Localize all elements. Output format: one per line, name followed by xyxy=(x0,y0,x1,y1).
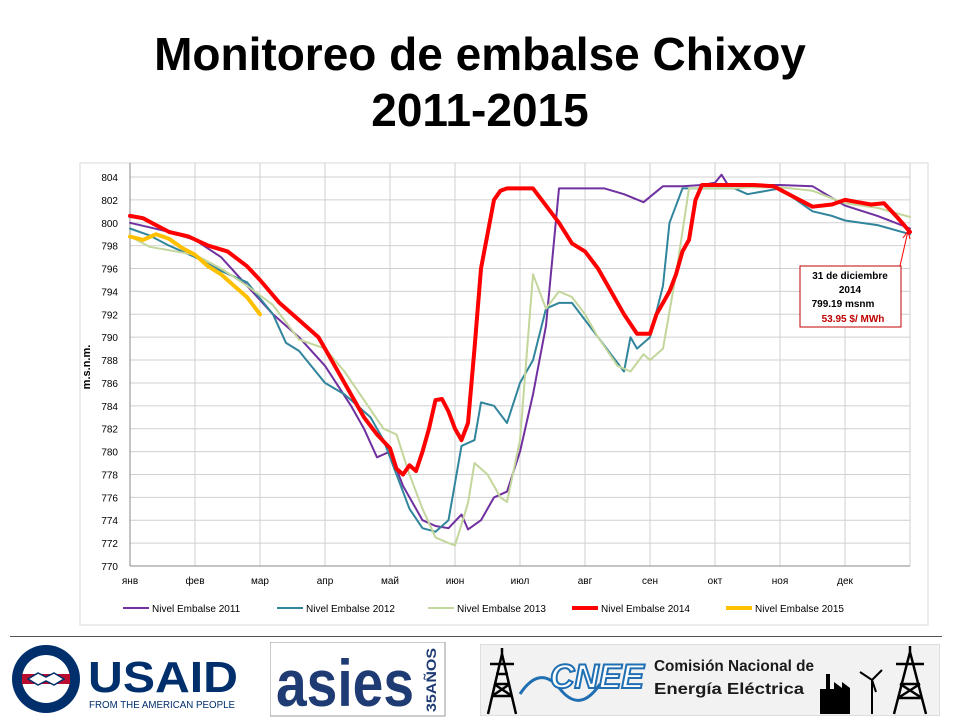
y-axis: 770 772 774 776 778 780 782 784 786 788 790 792 794 7… xyxy=(101,163,131,573)
y-tick-label: 774 xyxy=(101,516,118,527)
legend-label: Nivel Embalse 2012 xyxy=(306,604,395,615)
y-tick-label: 792 xyxy=(101,310,118,321)
annotation-price: 53.95 $/ MWh xyxy=(822,314,885,325)
x-tick-label: июн xyxy=(446,576,465,587)
y-tick-label: 776 xyxy=(101,493,118,504)
annotation-level: 799.19 msnm xyxy=(812,299,875,310)
x-tick-label: дек xyxy=(837,576,853,587)
y-tick-label: 786 xyxy=(101,379,118,390)
legend-label: Nivel Embalse 2014 xyxy=(601,604,690,615)
usaid-handshake-icon xyxy=(26,672,66,686)
annotation-box xyxy=(799,265,902,328)
cnee-name-line1: Comisión Nacional de xyxy=(654,658,814,675)
x-tick-label: фев xyxy=(185,575,204,587)
annotation-arrowhead xyxy=(902,229,911,240)
cnee-name-line2: Energía Eléctrica xyxy=(654,681,804,698)
x-tick-label: ноя xyxy=(772,576,789,587)
asies-logo: asies 35AÑOS xyxy=(270,642,446,717)
x-tick-label: сен xyxy=(642,576,658,587)
series-line-1 xyxy=(129,173,911,531)
x-tick-label: окт xyxy=(708,576,723,587)
x-tick-label: май xyxy=(381,576,399,587)
x-tick-label: мар xyxy=(251,576,269,587)
usaid-logo: USAID FROM THE AMERICAN PEOPLE xyxy=(12,645,238,713)
y-tick-label: 788 xyxy=(101,356,118,367)
y-tick-label: 784 xyxy=(101,402,118,413)
series-line-5 xyxy=(128,232,262,317)
y-axis-label: m.s.n.m. xyxy=(81,345,93,390)
annotation-date-line2: 2014 xyxy=(839,285,862,296)
legend-label: Nivel Embalse 2015 xyxy=(755,604,844,615)
transmission-tower-left-icon xyxy=(486,648,518,715)
y-tick-label: 778 xyxy=(101,470,118,481)
x-axis: янв фев мар апр май июн июл авг сен окт ноя дек xyxy=(122,565,910,587)
chart-series xyxy=(128,173,912,547)
slide-title: Monitoreo de embalse Chixoy 2011-2015 xyxy=(0,26,960,138)
y-tick-label: 780 xyxy=(101,448,118,459)
usaid-tagline: FROM THE AMERICAN PEOPLE xyxy=(89,699,235,711)
annotation-arrow xyxy=(899,230,909,267)
footer-divider xyxy=(10,636,942,637)
asies-wordmark: asies xyxy=(276,646,414,717)
y-tick-label: 798 xyxy=(101,242,118,253)
chart-background xyxy=(79,162,929,626)
y-tick-label: 782 xyxy=(101,425,118,436)
title-line-2: 2011-2015 xyxy=(371,84,589,136)
reservoir-level-chart: 770 772 774 776 778 780 782 784 786 788 790 792 794 7… xyxy=(79,162,929,626)
cnee-wave-icon xyxy=(518,676,602,702)
title-line-1: Monitoreo de embalse Chixoy xyxy=(154,28,806,80)
x-tick-label: апр xyxy=(317,576,334,587)
cnee-acronym: CNEE xyxy=(550,658,645,696)
cnee-logo: CNEE Comisión Nacional de Energía Eléctr… xyxy=(480,644,940,716)
factory-icon xyxy=(820,674,850,714)
chart-legend: Nivel Embalse 2011 Nivel Embalse 2012 Nive… xyxy=(123,604,844,615)
wind-turbine-icon xyxy=(859,669,883,714)
cnee-banner xyxy=(480,644,940,716)
legend-label: Nivel Embalse 2013 xyxy=(457,604,546,615)
y-tick-label: 770 xyxy=(101,562,118,573)
asies-anniversary: 35AÑOS xyxy=(422,648,439,712)
y-tick-label: 796 xyxy=(101,265,118,276)
x-tick-label: янв xyxy=(122,576,138,587)
y-tick-label: 794 xyxy=(101,287,118,298)
chart-annotation: 31 de diciembre 2014 799.19 msnm 53.95 $… xyxy=(799,229,911,328)
y-tick-label: 802 xyxy=(101,196,118,207)
transmission-tower-right-icon xyxy=(892,646,928,715)
series-line-3 xyxy=(129,186,911,547)
y-tick-label: 800 xyxy=(101,219,118,230)
legend-label: Nivel Embalse 2011 xyxy=(152,604,241,615)
y-tick-label: 790 xyxy=(101,333,118,344)
x-tick-label: авг xyxy=(578,576,593,587)
x-tick-label: июл xyxy=(511,576,530,587)
y-tick-label: 772 xyxy=(101,539,118,550)
asies-logo-frame xyxy=(270,642,446,717)
series-line-4 xyxy=(128,183,912,477)
y-tick-label: 804 xyxy=(101,173,118,184)
usaid-wordmark: USAID xyxy=(88,653,238,702)
annotation-date-line1: 31 de diciembre xyxy=(812,271,888,282)
